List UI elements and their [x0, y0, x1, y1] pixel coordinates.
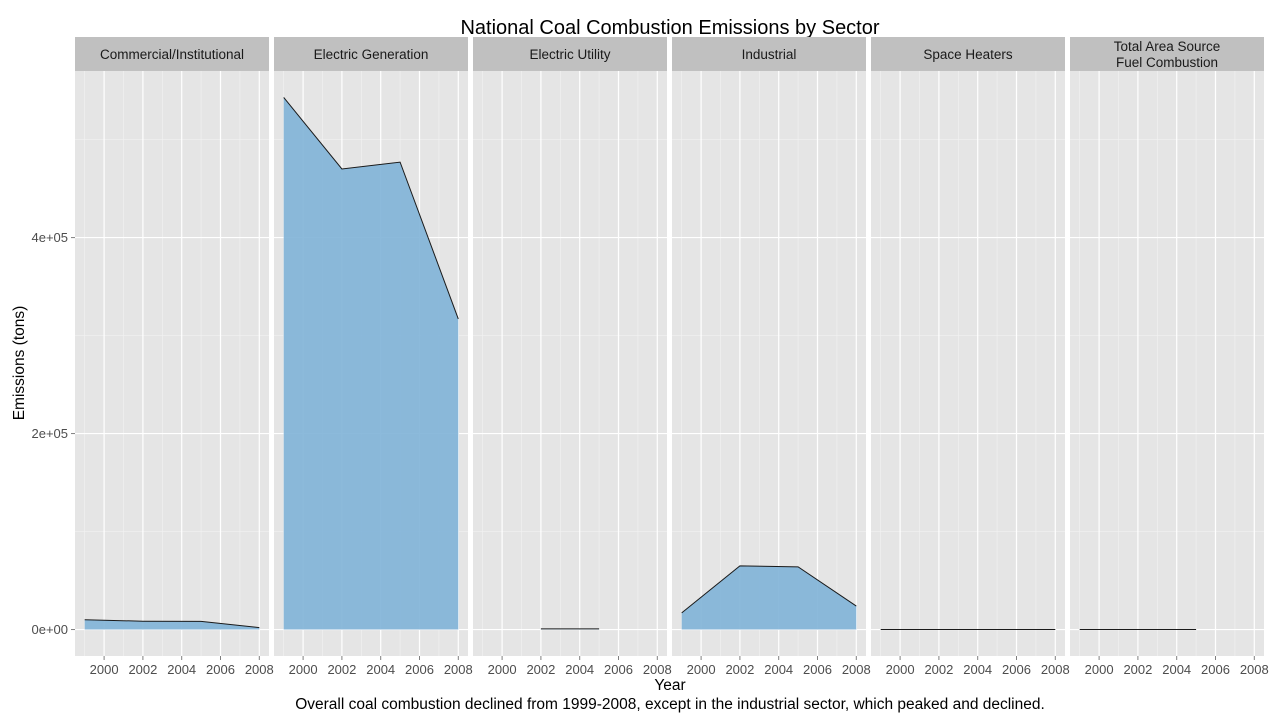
- y-tick-label: 2e+05: [31, 426, 68, 441]
- facet-strip-label: Space Heaters: [923, 47, 1013, 62]
- facet-strip-label: Electric Utility: [529, 47, 610, 62]
- x-tick-label: 2006: [206, 662, 235, 677]
- x-tick-label: 2004: [1162, 662, 1191, 677]
- x-tick-label: 2000: [289, 662, 318, 677]
- x-tick-label: 2006: [1002, 662, 1031, 677]
- chart-title: National Coal Combustion Emissions by Se…: [460, 17, 879, 39]
- panels-layer: Commercial/Institutional 2000 2002 2004 2006…: [75, 37, 1269, 677]
- x-tick-label: 2004: [366, 662, 395, 677]
- x-tick-label: 2002: [526, 662, 555, 677]
- facet-strip-label: Industrial: [742, 47, 797, 62]
- x-tick-label: 2000: [90, 662, 119, 677]
- chart-caption: Overall coal combustion declined from 19…: [295, 696, 1045, 713]
- x-tick-label: 2002: [924, 662, 953, 677]
- x-tick-label: 2008: [643, 662, 672, 677]
- x-axis-title: Year: [654, 677, 685, 694]
- x-tick-label: 2004: [565, 662, 594, 677]
- facet-panel: Electric Generation 2000 2002 2004 2006 2008: [274, 37, 473, 677]
- x-tick-label: 2008: [1041, 662, 1070, 677]
- x-tick-label: 2008: [842, 662, 871, 677]
- x-tick-label: 2002: [1123, 662, 1152, 677]
- x-tick-label: 2006: [1201, 662, 1230, 677]
- x-tick-label: 2006: [405, 662, 434, 677]
- x-tick-label: 2006: [803, 662, 832, 677]
- x-tick-label: 2008: [245, 662, 274, 677]
- y-axis-title: Emissions (tons): [11, 306, 28, 421]
- x-tick-label: 2004: [963, 662, 992, 677]
- x-tick-label: 2000: [886, 662, 915, 677]
- facet-strip-label: Electric Generation: [314, 47, 429, 62]
- x-tick-label: 2004: [167, 662, 196, 677]
- x-tick-label: 2000: [687, 662, 716, 677]
- facet-strip-label: Commercial/Institutional: [100, 47, 244, 62]
- facet-panel: Industrial 2000 2002 2004 2006 2008: [672, 37, 871, 677]
- x-tick-label: 2000: [1085, 662, 1114, 677]
- facet-panel: Space Heaters 2000 2002 2004 2006 2008: [871, 37, 1070, 677]
- x-tick-label: 2002: [327, 662, 356, 677]
- x-tick-label: 2000: [488, 662, 517, 677]
- x-tick-label: 2004: [764, 662, 793, 677]
- y-tick-label: 0e+00: [31, 622, 68, 637]
- x-tick-label: 2002: [128, 662, 157, 677]
- x-tick-label: 2002: [725, 662, 754, 677]
- x-tick-label: 2008: [444, 662, 473, 677]
- facet-strip-label: Total Area Source: [1114, 39, 1221, 54]
- y-tick-label: 4e+05: [31, 230, 68, 245]
- x-tick-label: 2006: [604, 662, 633, 677]
- x-tick-label: 2008: [1240, 662, 1269, 677]
- facet-panel: Commercial/Institutional 2000 2002 2004 2006…: [75, 37, 274, 677]
- facet-panel: Electric Utility 2000 2002 2004 2006 2008: [473, 37, 672, 677]
- facet-strip-label: Fuel Combustion: [1116, 55, 1218, 70]
